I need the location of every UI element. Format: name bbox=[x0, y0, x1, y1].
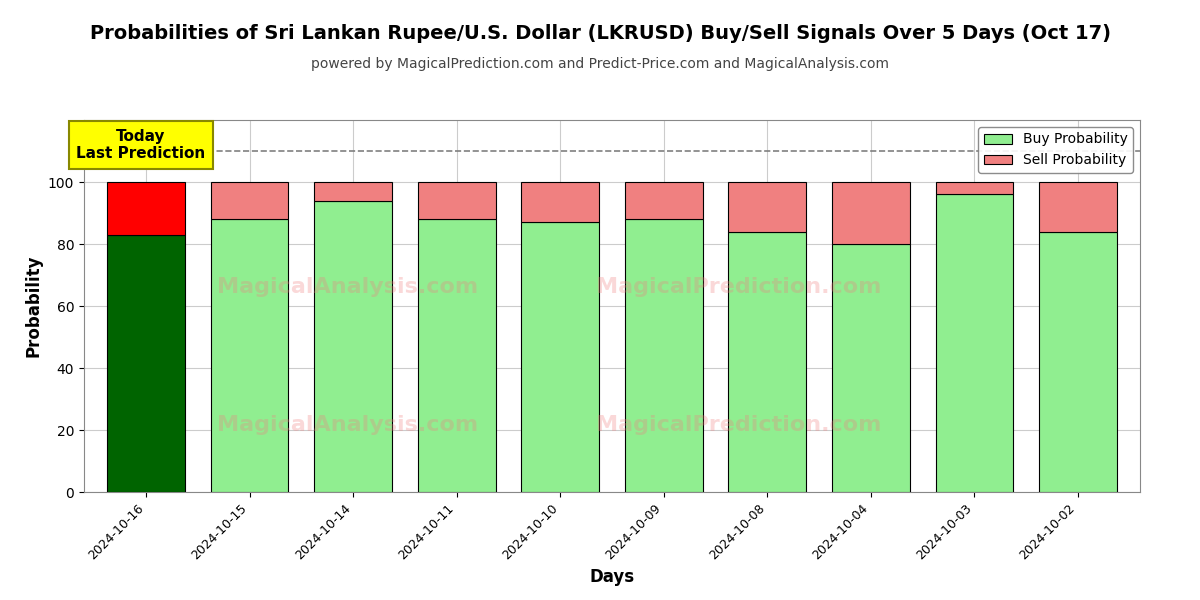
Bar bbox=[314, 182, 392, 200]
Bar bbox=[728, 232, 806, 492]
Bar bbox=[832, 182, 910, 244]
Bar bbox=[107, 182, 185, 235]
Legend: Buy Probability, Sell Probability: Buy Probability, Sell Probability bbox=[978, 127, 1133, 173]
Text: powered by MagicalPrediction.com and Predict-Price.com and MagicalAnalysis.com: powered by MagicalPrediction.com and Pre… bbox=[311, 57, 889, 71]
Bar bbox=[314, 200, 392, 492]
Bar bbox=[936, 194, 1013, 492]
Bar bbox=[211, 219, 288, 492]
Bar bbox=[1039, 182, 1117, 232]
Bar bbox=[522, 222, 599, 492]
Y-axis label: Probability: Probability bbox=[24, 255, 42, 357]
Text: MagicalAnalysis.com: MagicalAnalysis.com bbox=[217, 277, 479, 298]
X-axis label: Days: Days bbox=[589, 568, 635, 586]
Bar bbox=[1039, 232, 1117, 492]
Bar bbox=[418, 182, 496, 219]
Text: MagicalAnalysis.com: MagicalAnalysis.com bbox=[217, 415, 479, 435]
Bar bbox=[211, 182, 288, 219]
Bar bbox=[107, 235, 185, 492]
Bar bbox=[418, 219, 496, 492]
Bar bbox=[625, 219, 702, 492]
Bar bbox=[522, 182, 599, 222]
Bar bbox=[728, 182, 806, 232]
Bar bbox=[625, 182, 702, 219]
Text: Today
Last Prediction: Today Last Prediction bbox=[77, 128, 205, 161]
Text: MagicalPrediction.com: MagicalPrediction.com bbox=[596, 277, 882, 298]
Bar bbox=[936, 182, 1013, 194]
Bar bbox=[832, 244, 910, 492]
Text: MagicalPrediction.com: MagicalPrediction.com bbox=[596, 415, 882, 435]
Text: Probabilities of Sri Lankan Rupee/U.S. Dollar (LKRUSD) Buy/Sell Signals Over 5 D: Probabilities of Sri Lankan Rupee/U.S. D… bbox=[90, 24, 1110, 43]
